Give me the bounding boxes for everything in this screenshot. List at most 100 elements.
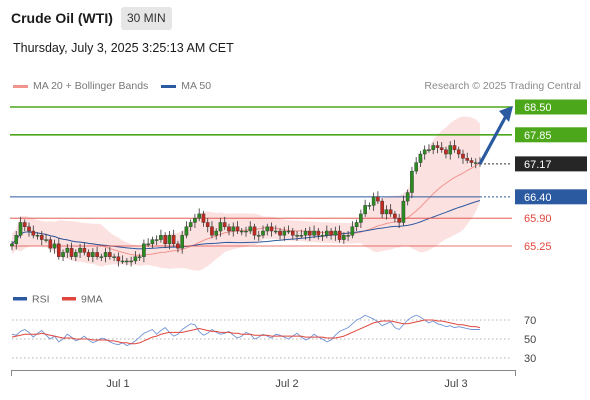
candle-body — [116, 256, 121, 262]
candle-body — [239, 230, 244, 233]
candle-body — [308, 230, 312, 236]
candle-body — [422, 149, 427, 155]
candle-body — [291, 230, 295, 236]
candle-body — [320, 235, 325, 237]
candle-body — [31, 230, 36, 236]
datetime-label: Thursday, July 3, 2025 3:25:13 AM CET — [13, 41, 234, 55]
candle-body — [129, 260, 133, 263]
candle-body — [82, 247, 87, 253]
candle-body — [222, 222, 227, 227]
candle-body — [380, 200, 384, 215]
candle-body — [431, 145, 436, 150]
ma50-line — [11, 200, 481, 250]
candle-body — [282, 230, 287, 236]
candle-body — [214, 230, 219, 236]
candle-body — [465, 158, 470, 161]
candle-body — [205, 222, 210, 227]
candle-body — [342, 235, 346, 240]
rsi-tick-label: 30 — [524, 353, 536, 365]
candle-body — [473, 162, 478, 164]
candle-body — [316, 230, 321, 236]
rsi-line — [11, 314, 480, 347]
candle-body — [176, 243, 180, 249]
candle-body — [461, 153, 465, 159]
candle-body — [235, 226, 240, 232]
candle-body — [57, 243, 61, 257]
pivot-label-box — [515, 189, 587, 205]
candle-body — [286, 230, 291, 233]
candle-body — [303, 230, 308, 236]
level-label-65.25: 65.25 — [524, 241, 552, 253]
candle-body — [14, 235, 19, 245]
candle-body — [295, 235, 299, 237]
candle-body — [337, 230, 342, 240]
candle-body — [210, 226, 214, 236]
candle-body — [39, 235, 44, 240]
rsi-legend-swatch-rsi — [13, 297, 27, 301]
candle-body — [120, 260, 125, 263]
candle-body — [22, 222, 27, 227]
candle-body — [18, 222, 23, 236]
credit-text: Research © 2025 Trading Central — [424, 80, 581, 92]
candle-body — [159, 235, 163, 240]
candle-body — [69, 247, 74, 257]
candle-body — [384, 209, 389, 215]
candle-body — [278, 230, 282, 236]
candle-body — [91, 252, 95, 257]
candle-body — [201, 213, 206, 223]
candle-body — [171, 235, 176, 245]
timeframe-badge[interactable]: 30 MIN — [121, 7, 172, 30]
candle-body — [350, 226, 355, 236]
candle-body — [312, 230, 316, 236]
candle-body — [197, 213, 202, 219]
candle-body — [354, 222, 359, 227]
legend-item-bollinger: MA 20 + Bollinger Bands — [13, 80, 148, 92]
level-label-box — [515, 99, 587, 115]
candle-body — [405, 192, 410, 202]
candle-body — [193, 217, 197, 223]
candle-body — [231, 226, 236, 232]
candle-body — [273, 230, 278, 233]
level-label-67.17: 67.17 — [524, 159, 552, 171]
candle-body — [256, 235, 261, 237]
rsi-legend-label-9ma: 9MA — [81, 294, 103, 306]
candle-body — [218, 222, 223, 232]
candle-body — [359, 213, 363, 223]
forecast-arrow-head — [499, 106, 513, 122]
level-label-65.90: 65.90 — [524, 213, 552, 225]
candle-body — [27, 226, 31, 232]
candle-body — [44, 239, 48, 241]
x-tick-label: Jul 1 — [106, 378, 129, 390]
candle-body — [10, 243, 14, 247]
candle-body — [401, 200, 406, 223]
candle-body — [146, 243, 150, 246]
candle-body — [108, 252, 112, 257]
candle-body — [61, 252, 65, 257]
legend-swatch-ma50 — [161, 84, 177, 88]
rsi-ma9-line — [11, 319, 481, 345]
candle-body — [248, 226, 253, 232]
rsi-tick-label: 70 — [524, 315, 536, 327]
candle-body — [142, 243, 146, 257]
candle-body — [439, 147, 444, 150]
candle-body — [452, 145, 457, 150]
candle-body — [65, 247, 70, 253]
candle-body — [227, 226, 231, 232]
rsi-tick-label: 50 — [524, 334, 536, 346]
candle-body — [125, 260, 129, 263]
candle-body — [180, 235, 184, 249]
candle-body — [133, 256, 138, 262]
forecast-arrow-shaft — [478, 115, 508, 165]
candle-body — [99, 256, 104, 258]
candle-body — [48, 239, 53, 249]
candle-body — [367, 205, 372, 207]
bollinger-band — [12, 116, 480, 271]
rsi-legend-label-rsi: RSI — [32, 294, 50, 306]
candle-body — [154, 239, 159, 241]
candle-body — [427, 149, 431, 151]
candle-body — [299, 235, 304, 237]
candle-body — [333, 230, 338, 236]
candle-body — [95, 252, 99, 257]
candle-body — [74, 252, 78, 257]
